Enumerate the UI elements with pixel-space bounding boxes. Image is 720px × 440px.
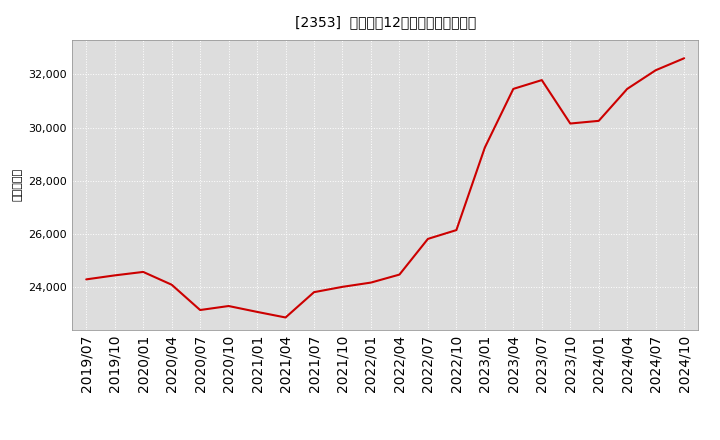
Title: [2353]  売上高の12か月移動合計の推移: [2353] 売上高の12か月移動合計の推移 [294,15,476,29]
Y-axis label: （百万円）: （百万円） [13,168,23,202]
